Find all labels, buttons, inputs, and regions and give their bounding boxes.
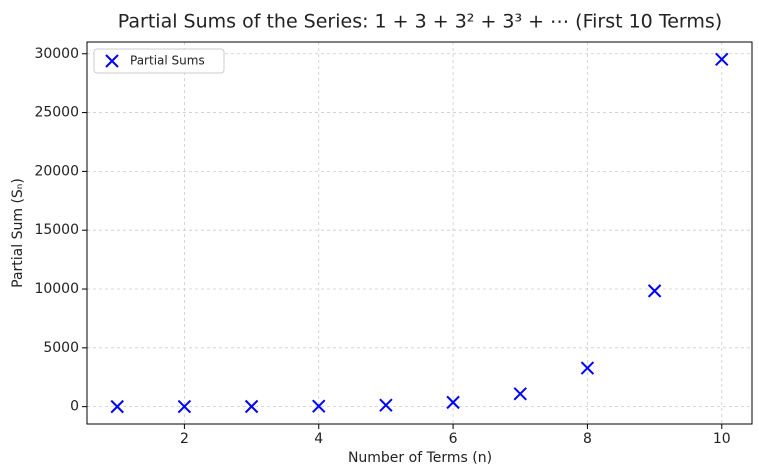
- y-tick-label: 25000: [34, 105, 79, 121]
- scatter-point: [379, 398, 393, 412]
- x-tick-label: 8: [583, 431, 592, 447]
- scatter-point: [177, 399, 192, 414]
- scatter-point: [446, 395, 460, 410]
- y-tick-label: 15000: [34, 222, 79, 238]
- plot-frame: [86, 41, 753, 425]
- y-axis-label: Partial Sum (Sₙ): [10, 178, 26, 288]
- y-tick-label: 20000: [34, 163, 79, 179]
- scatter-point: [312, 399, 326, 413]
- scatter-point: [513, 387, 527, 401]
- legend-label: Partial Sums: [130, 54, 205, 68]
- scatter-point: [110, 399, 124, 414]
- x-axis-label: Number of Terms (n): [348, 450, 492, 466]
- y-tick-label: 30000: [34, 46, 79, 62]
- x-tick-label: 4: [314, 431, 323, 447]
- x-tick-label: 2: [180, 431, 189, 447]
- y-tick-label: 5000: [43, 340, 79, 356]
- scatter-point: [580, 361, 595, 375]
- y-tick-label: 10000: [34, 281, 79, 297]
- x-tick-label: 10: [713, 431, 731, 447]
- chart-title: Partial Sums of the Series: 1 + 3 + 3² +…: [118, 11, 722, 33]
- scatter-point: [715, 52, 729, 67]
- scatter-point: [244, 399, 259, 414]
- y-tick-label: 0: [70, 399, 79, 415]
- x-tick-label: 6: [449, 431, 458, 447]
- legend-marker: [105, 54, 119, 68]
- legend-box: [93, 48, 225, 74]
- scatter-point: [647, 284, 662, 298]
